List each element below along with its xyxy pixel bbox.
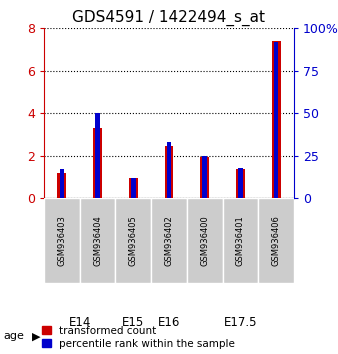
Bar [44,198,80,283]
Bar [129,178,138,198]
Text: GSM936401: GSM936401 [236,215,245,266]
Bar [93,128,102,198]
Text: E15: E15 [122,316,144,329]
Title: GDS4591 / 1422494_s_at: GDS4591 / 1422494_s_at [72,9,266,25]
Bar [187,198,223,283]
Bar [236,169,245,198]
Bar [274,42,279,198]
Text: age: age [3,331,24,341]
Bar [167,142,171,198]
Bar [115,198,151,283]
Text: GSM936402: GSM936402 [165,215,173,266]
Bar [258,198,294,283]
Bar [151,198,187,283]
Bar [95,113,100,198]
Text: ▶: ▶ [32,331,41,341]
Text: E14: E14 [69,316,91,329]
Text: GSM936405: GSM936405 [129,215,138,266]
Bar [272,41,281,198]
Text: GSM936406: GSM936406 [272,215,281,266]
Text: E16: E16 [158,316,180,329]
Text: E17.5: E17.5 [224,316,257,329]
Bar [59,169,64,198]
Legend: transformed count, percentile rank within the sample: transformed count, percentile rank withi… [42,326,235,349]
Bar [80,198,115,283]
Text: GSM936403: GSM936403 [57,215,66,266]
Bar [202,156,207,198]
Bar [165,146,173,198]
Bar [131,178,136,198]
Text: GSM936404: GSM936404 [93,215,102,266]
Bar [200,157,209,198]
Bar [223,198,258,283]
Text: GSM936400: GSM936400 [200,215,209,266]
Bar [238,168,243,198]
Bar [57,173,66,198]
